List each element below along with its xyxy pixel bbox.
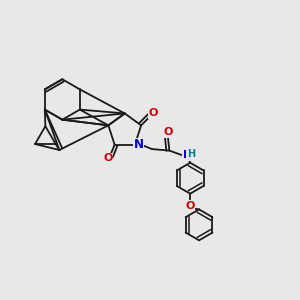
Text: O: O [148, 109, 158, 118]
Text: O: O [163, 128, 172, 137]
Text: O: O [103, 153, 112, 163]
Text: N: N [183, 150, 192, 160]
Text: H: H [187, 148, 195, 158]
Text: N: N [134, 138, 143, 151]
Text: O: O [185, 201, 195, 211]
